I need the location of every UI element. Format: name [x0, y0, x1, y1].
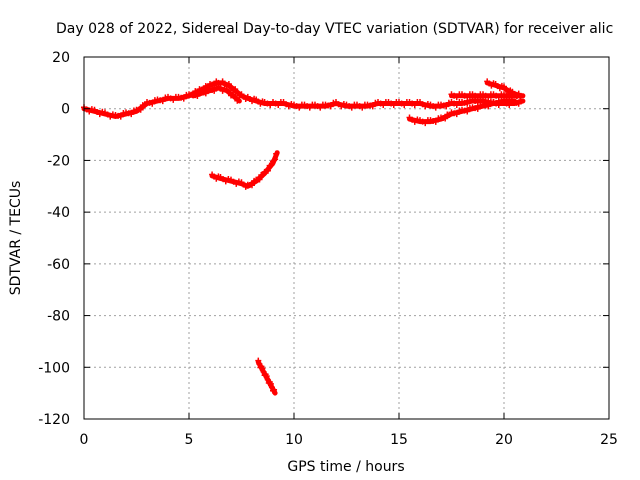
y-axis-label: SDTVAR / TECUs	[8, 181, 24, 296]
data-point	[128, 111, 135, 118]
data-point	[232, 94, 239, 101]
data-series-arc-main-branch	[190, 83, 242, 104]
y-tick-label: -120	[38, 412, 70, 428]
chart-title: Day 028 of 2022, Sidereal Day-to-day VTE…	[56, 21, 613, 37]
data-point	[263, 373, 270, 380]
data-point	[464, 108, 471, 115]
data-point	[256, 176, 263, 183]
data-series-arc-evening-lower	[406, 96, 517, 127]
data-point	[272, 156, 279, 163]
data-point	[264, 167, 271, 174]
data-point	[432, 104, 439, 111]
data-point	[194, 92, 201, 99]
y-tick-label: -20	[47, 153, 70, 169]
data-point	[453, 111, 460, 118]
y-tick-label: 20	[52, 50, 70, 66]
y-tick-label: -80	[47, 309, 70, 325]
data-point	[495, 100, 502, 107]
x-tick-label: 15	[390, 432, 408, 448]
data-point	[401, 102, 408, 109]
data-point	[149, 100, 156, 107]
x-tick-label: 0	[80, 432, 89, 448]
data-point	[225, 80, 232, 87]
x-axis-label: GPS time / hours	[287, 459, 404, 475]
data-point	[296, 104, 303, 111]
data-point	[225, 89, 232, 96]
data-point	[432, 118, 439, 125]
x-tick-label: 25	[600, 432, 618, 448]
axis-ticks: 0 5 10 15 20 25 20 0 -20 -40 -60 -80 -100 -120	[38, 50, 618, 448]
y-tick-label: -100	[38, 360, 70, 376]
data-point	[202, 90, 209, 97]
data-point	[369, 103, 376, 110]
data-point	[267, 380, 274, 387]
data-point	[234, 89, 241, 96]
data-point	[442, 115, 449, 122]
data-point	[453, 102, 460, 109]
data-series-arc-dip	[209, 150, 280, 190]
data-point	[249, 182, 255, 189]
data-point	[306, 104, 313, 111]
x-tick-label: 5	[185, 432, 194, 448]
data-point	[273, 150, 280, 157]
data-point	[259, 171, 266, 178]
data-point	[485, 103, 492, 110]
data-point	[270, 387, 276, 394]
data-series-arc-steep	[255, 357, 278, 396]
data-point	[411, 102, 418, 109]
data-point	[232, 86, 239, 93]
data-point	[443, 103, 450, 110]
data-point	[234, 97, 241, 104]
y-tick-label: 0	[61, 102, 70, 118]
grid	[84, 57, 609, 419]
plot-area	[81, 78, 526, 396]
data-point	[230, 91, 237, 98]
data-point	[141, 102, 148, 109]
data-point	[390, 102, 397, 109]
data-point	[271, 157, 278, 164]
data-point	[515, 100, 522, 107]
data-point	[228, 84, 234, 91]
data-point	[268, 162, 275, 169]
x-tick-label: 10	[285, 432, 303, 448]
data-point	[137, 106, 144, 113]
data-point	[180, 95, 187, 102]
data-point	[348, 104, 355, 111]
data-point	[223, 86, 230, 93]
data-point	[211, 87, 218, 94]
data-point	[327, 103, 334, 110]
data-point	[271, 386, 278, 393]
data-point	[275, 102, 282, 109]
data-point	[422, 120, 429, 127]
data-point	[464, 100, 471, 107]
y-tick-label: -60	[47, 257, 70, 273]
data-point	[359, 104, 366, 111]
data-point	[508, 96, 515, 103]
data-series-arc-evening-rising	[484, 78, 524, 99]
y-tick-label: -40	[47, 205, 70, 221]
data-point	[117, 113, 124, 120]
data-point	[380, 102, 387, 109]
data-point	[255, 357, 262, 364]
data-point	[474, 105, 481, 112]
data-point	[515, 90, 522, 97]
data-point	[317, 104, 324, 111]
data-point	[259, 365, 266, 372]
x-tick-label: 20	[495, 432, 513, 448]
plot-border	[83, 56, 610, 420]
data-point	[159, 98, 166, 105]
